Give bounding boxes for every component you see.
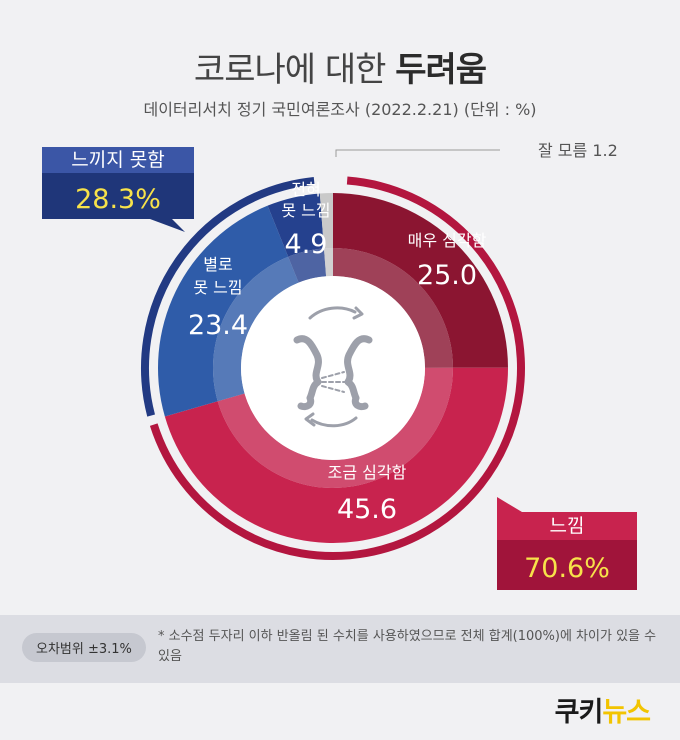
- label-somewhat-serious: 조금 심각함 45.6: [328, 463, 407, 525]
- label-very-serious-value: 25.0: [417, 260, 477, 291]
- label-not-at-all-value: 4.9: [285, 229, 328, 260]
- chart-subtitle: 데이터리서치 정기 국민여론조사 (2022.2.21) (단위 : %): [143, 100, 537, 119]
- slice-inner-0: [333, 248, 453, 368]
- title-bold: 두려움: [395, 50, 487, 90]
- slice-1: [164, 367, 508, 543]
- group-arc-feel: [149, 176, 525, 560]
- donut-slices: [158, 193, 508, 543]
- margin-of-error-badge: 오차범위 ±3.1%: [22, 633, 146, 662]
- footer: 오차범위 ±3.1% * 소수점 두자리 이하 반올림 된 수치를 사용하였으므…: [0, 615, 680, 683]
- callout-not-feel: 느끼지 못함 28.3%: [42, 147, 194, 232]
- label-not-much: 별로 못 느낌 23.4: [188, 255, 248, 341]
- slice-inner-4: [323, 248, 333, 277]
- annotation-leader-line: [335, 149, 500, 157]
- label-not-at-all-text-2: 못 느낌: [281, 201, 330, 220]
- annotation-unknown: 잘 모름 1.2: [538, 141, 618, 160]
- title-normal: 코로나에 대한: [193, 50, 386, 90]
- chart-title: 코로나에 대한 두려움: [0, 42, 680, 91]
- label-somewhat-serious-value: 45.6: [337, 494, 397, 525]
- callout-feel: 느낌 70.6%: [497, 497, 637, 590]
- chart-center-hole: [241, 276, 425, 460]
- slice-3: [267, 193, 324, 257]
- slice-inner-2: [213, 256, 299, 402]
- callout-not-feel-value: 28.3%: [75, 184, 161, 215]
- logo-part1: 쿠키: [554, 697, 604, 728]
- breathing-faces-icon: [293, 306, 373, 428]
- label-not-at-all: 전혀 못 느낌 4.9: [281, 180, 330, 260]
- label-not-much-text-2: 못 느낌: [193, 278, 242, 297]
- slice-4: [319, 193, 333, 249]
- label-not-much-value: 23.4: [188, 310, 248, 341]
- callout-feel-value: 70.6%: [524, 553, 610, 584]
- slice-inner-3: [288, 248, 327, 283]
- donut-chart: 잘 모름 1.2 느끼지 못함 28.3% 느낌 70.6% 매우 심각함 25…: [42, 141, 637, 590]
- group-arc-not-feel: [141, 176, 315, 417]
- label-not-at-all-text-1: 전혀: [291, 180, 320, 199]
- logo: 쿠키뉴스: [554, 690, 651, 729]
- label-somewhat-serious-text: 조금 심각함: [328, 463, 407, 482]
- slice-0: [333, 193, 508, 368]
- callout-feel-label: 느낌: [550, 515, 585, 537]
- footnote: * 소수점 두자리 이하 반올림 된 수치를 사용하였으므로 전체 합계(100…: [158, 629, 657, 664]
- label-not-much-text-1: 별로: [203, 255, 232, 274]
- label-very-serious: 매우 심각함 25.0: [408, 231, 487, 291]
- group-arcs: [141, 176, 525, 560]
- label-very-serious-text: 매우 심각함: [408, 231, 487, 250]
- logo-part2: 뉴스: [602, 697, 651, 728]
- slice-inner-1: [217, 367, 453, 489]
- callout-not-feel-label: 느끼지 못함: [71, 149, 164, 171]
- slice-2: [158, 205, 289, 417]
